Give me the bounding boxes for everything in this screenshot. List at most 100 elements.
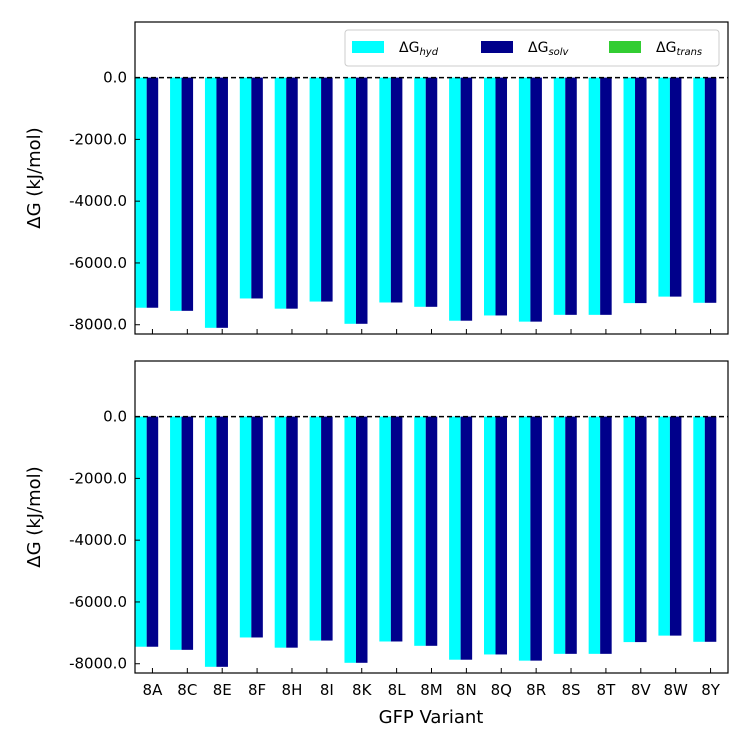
bar-hyd-8I (309, 77, 322, 302)
bar-hyd-8H (274, 77, 287, 309)
bar-hyd-8A (135, 77, 147, 308)
y-axis-label: ΔG (kJ/mol) (24, 127, 45, 228)
x-tick-label-8A: 8A (143, 681, 164, 699)
bar-hyd-8T (588, 77, 601, 315)
bar-solv-8N (460, 77, 473, 321)
bar-solv-8I (321, 416, 333, 641)
bar-solv-8A (146, 416, 159, 647)
bar-solv-8L (390, 416, 403, 642)
x-tick-label-8W: 8W (663, 681, 688, 699)
bar-solv-8F (251, 77, 263, 299)
bar-solv-8C (181, 416, 194, 650)
bar-hyd-8M (414, 416, 426, 646)
bar-solv-8Q (495, 416, 508, 655)
x-tick-label-8R: 8R (526, 681, 546, 699)
bar-solv-8W (669, 416, 682, 636)
x-tick-label-8S: 8S (561, 681, 580, 699)
bar-solv-8Y (704, 416, 717, 642)
x-tick-label-8Q: 8Q (491, 681, 512, 699)
y-tick-label: -4000.0 (69, 531, 127, 549)
x-tick-label-8V: 8V (631, 681, 652, 699)
bar-solv-8Q (495, 77, 508, 316)
bar-hyd-8V (623, 77, 636, 304)
bar-solv-8V (635, 416, 647, 643)
y-tick-label: 0.0 (103, 69, 127, 87)
x-tick-label-8K: 8K (352, 681, 373, 699)
y-tick-label: -8000.0 (69, 655, 127, 673)
y-tick-label: -2000.0 (69, 469, 127, 487)
bar-solv-8V (635, 77, 647, 304)
x-tick-label-8I: 8I (320, 681, 334, 699)
bar-hyd-8T (588, 416, 601, 654)
bar-hyd-8I (309, 416, 322, 641)
bar-solv-8E (216, 77, 228, 328)
bar-solv-8A (146, 77, 159, 308)
legend-swatch-trans (609, 41, 641, 53)
bar-hyd-8R (518, 77, 531, 322)
bar-solv-8I (321, 77, 333, 302)
bar-hyd-8L (379, 416, 391, 642)
x-tick-label-8N: 8N (456, 681, 477, 699)
bar-solv-8K (355, 416, 368, 663)
legend-frame (344, 29, 720, 67)
x-tick-label-8C: 8C (177, 681, 197, 699)
bar-solv-8Y (704, 77, 717, 303)
x-tick-label-8E: 8E (213, 681, 232, 699)
legend: ΔGhyd ΔGsolv ΔGtrans (344, 29, 720, 67)
panel-1: 0.0 -2000.0 -4000.0 -6000.0 -8000.0 ΔG (kJ/mo… (24, 21, 729, 335)
bar-solv-8T (600, 416, 612, 654)
bar-solv-8T (600, 77, 612, 315)
bar-hyd-8R (518, 416, 531, 661)
bar-hyd-8W (658, 77, 670, 297)
bar-hyd-8N (449, 416, 461, 660)
bar-hyd-8W (658, 416, 670, 636)
x-tick-label-8H: 8H (282, 681, 303, 699)
bar-solv-8R (530, 77, 542, 322)
y-tick-label: -6000.0 (69, 593, 127, 611)
bar-hyd-8H (274, 416, 287, 648)
bar-hyd-8S (553, 77, 566, 315)
bar-solv-8C (181, 77, 194, 311)
bar-solv-8E (216, 416, 228, 667)
bar-hyd-8M (414, 77, 426, 307)
bar-hyd-8V (623, 416, 636, 643)
bar-hyd-8E (204, 77, 217, 328)
y-tick-label: -4000.0 (69, 192, 127, 210)
bar-solv-8H (286, 77, 298, 309)
y-tick-label: -6000.0 (69, 254, 127, 272)
bar-solv-8S (565, 416, 577, 654)
bar-hyd-8N (449, 77, 461, 321)
bar-hyd-8L (379, 77, 391, 303)
bar-hyd-8C (170, 416, 182, 650)
bar-solv-8M (425, 416, 438, 646)
y-axis-label: ΔG (kJ/mol) (24, 466, 45, 567)
bar-hyd-8E (204, 416, 217, 667)
bar-hyd-8S (553, 416, 566, 654)
x-tick-label-8T: 8T (597, 681, 617, 699)
bar-hyd-8Q (484, 416, 496, 655)
bar-hyd-8F (239, 416, 252, 638)
bar-hyd-8K (344, 416, 356, 663)
panel-2: 0.0 -2000.0 -4000.0 -6000.0 -8000.0 8A 8C 8E 8F 8… (24, 360, 729, 699)
legend-swatch-hyd (352, 41, 384, 53)
bar-solv-8M (425, 77, 438, 307)
bar-solv-8F (251, 416, 263, 638)
bar-solv-8N (460, 416, 473, 660)
x-axis-label: GFP Variant (379, 707, 484, 728)
bar-solv-8H (286, 416, 298, 648)
y-tick-label: 0.0 (103, 408, 127, 426)
y-tick-label: -2000.0 (69, 130, 127, 148)
bar-hyd-8K (344, 77, 356, 324)
bar-hyd-8Q (484, 77, 496, 316)
legend-swatch-solv (481, 41, 513, 53)
bar-solv-8S (565, 77, 577, 315)
x-tick-label-8L: 8L (388, 681, 407, 699)
bar-hyd-8C (170, 77, 182, 311)
bar-solv-8L (390, 77, 403, 303)
bar-solv-8W (669, 77, 682, 297)
bar-hyd-8A (135, 416, 147, 647)
x-tick-label-8M: 8M (420, 681, 443, 699)
bar-solv-8K (355, 77, 368, 324)
bar-hyd-8Y (693, 77, 705, 303)
